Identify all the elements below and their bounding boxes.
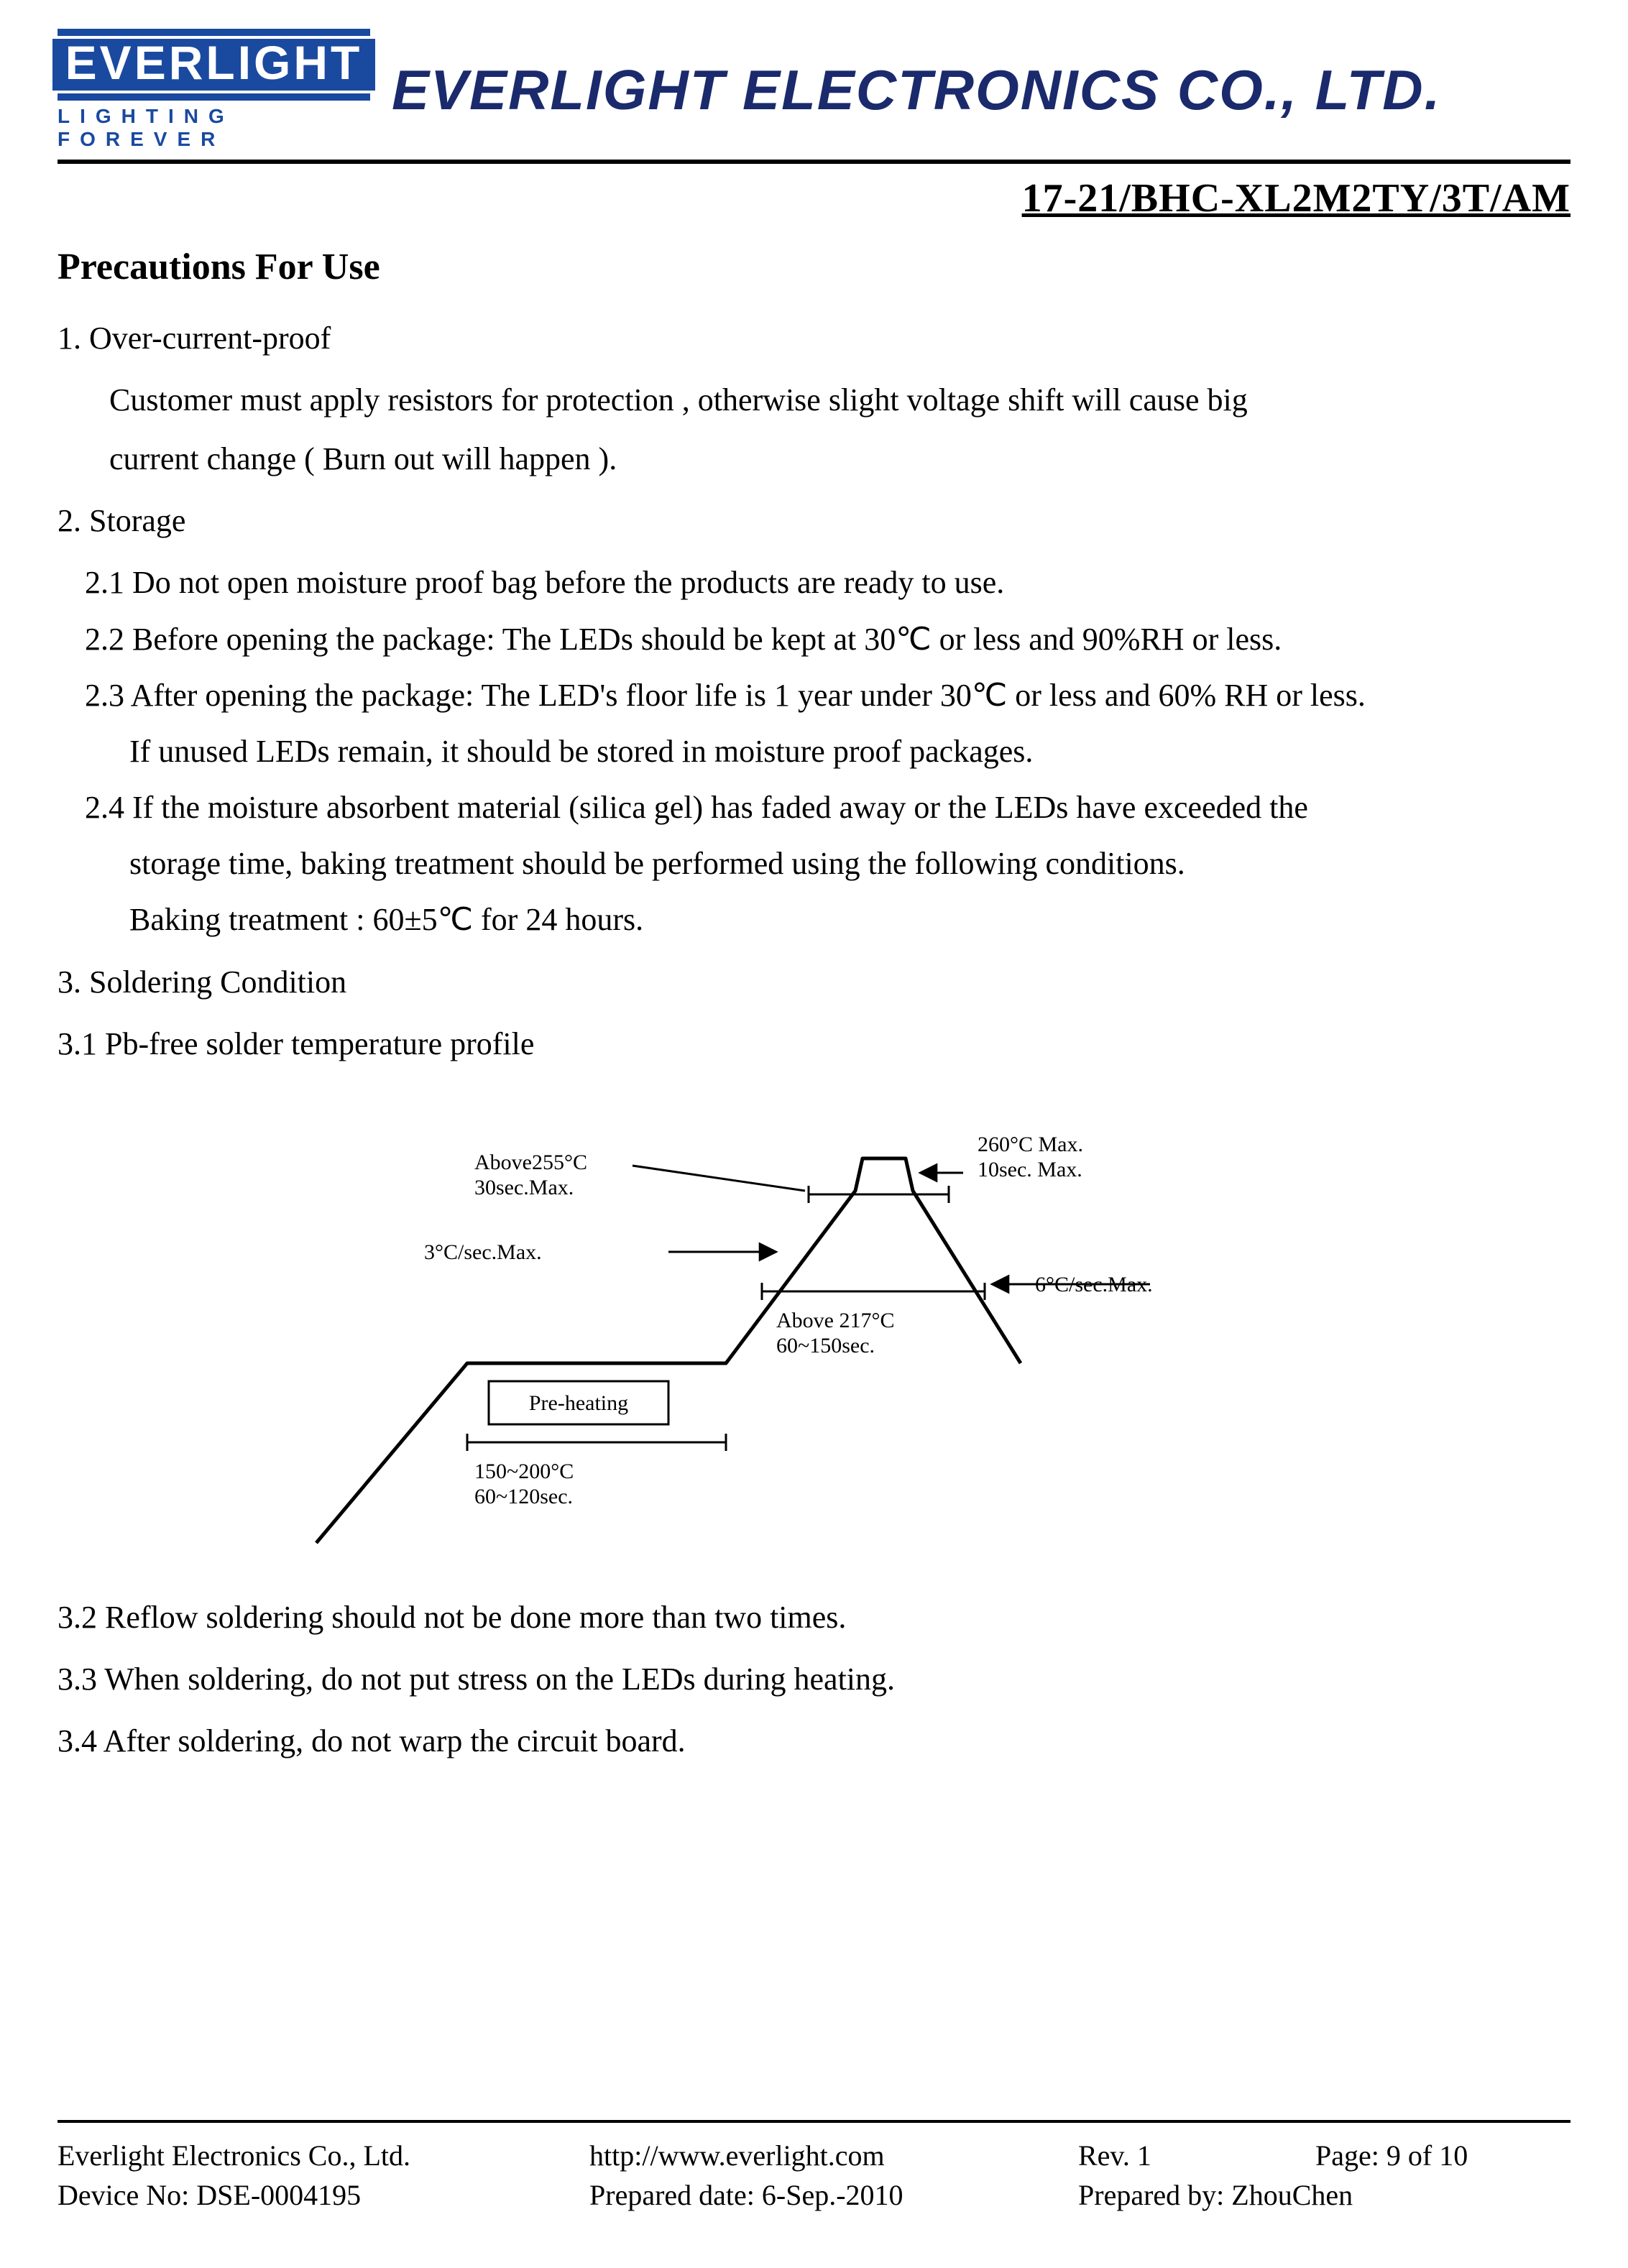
svg-text:60~150sec.: 60~150sec. — [776, 1334, 875, 1357]
footer-page: Page: 9 of 10 — [1315, 2139, 1570, 2172]
page-header: EVERLIGHT LIGHTING FOREVER EVERLIGHT ELE… — [58, 29, 1570, 151]
svg-text:Above 217°C: Above 217°C — [776, 1309, 895, 1332]
svg-text:10sec. Max.: 10sec. Max. — [978, 1158, 1082, 1181]
content: Precautions For Use 1. Over-current-proo… — [58, 239, 1570, 1766]
svg-text:60~120sec.: 60~120sec. — [474, 1485, 573, 1508]
item-2-4b: storage time, baking treatment should be… — [129, 839, 1570, 888]
logo-block: EVERLIGHT LIGHTING FOREVER — [58, 29, 370, 151]
footer-prepared-by: Prepared by: ZhouChen — [1078, 2178, 1570, 2212]
item-3-4: 3.4 After soldering, do not warp the cir… — [58, 1717, 1570, 1766]
header-rule — [58, 160, 1570, 164]
footer-row-2: Device No: DSE-0004195 Prepared date: 6-… — [58, 2178, 1570, 2212]
svg-text:3°C/sec.Max.: 3°C/sec.Max. — [424, 1240, 542, 1264]
svg-text:Above255°C: Above255°C — [474, 1151, 587, 1174]
item-2-head: 2. Storage — [58, 497, 1570, 545]
solder-profile-diagram: Pre-heating Above255°C30sec.Max. 3°C/sec.M… — [259, 1097, 1208, 1572]
svg-text:260°C Max.: 260°C Max. — [978, 1133, 1083, 1156]
svg-text:150~200°C: 150~200°C — [474, 1460, 574, 1483]
footer-rev: Rev. 1 — [1078, 2139, 1315, 2172]
page-footer: Everlight Electronics Co., Ltd. http://w… — [58, 2120, 1570, 2218]
item-2-3a: 2.3 After opening the package: The LED's… — [85, 671, 1570, 720]
item-3-1: 3.1 Pb-free solder temperature profile — [58, 1020, 1570, 1069]
solder-profile-svg: Pre-heating Above255°C30sec.Max. 3°C/sec.M… — [259, 1097, 1208, 1572]
part-number: 17-21/BHC-XL2M2TY/3T/AM — [58, 175, 1570, 221]
footer-company: Everlight Electronics Co., Ltd. — [58, 2139, 589, 2172]
item-2-4c: Baking treatment : 60±5℃ for 24 hours. — [129, 895, 1570, 944]
item-2-3b: If unused LEDs remain, it should be stor… — [129, 727, 1570, 776]
item-2-1: 2.1 Do not open moisture proof bag befor… — [85, 558, 1570, 607]
svg-text:6°C/sec.Max.: 6°C/sec.Max. — [1035, 1273, 1153, 1296]
company-name: EVERLIGHT ELECTRONICS CO., LTD. — [392, 57, 1441, 123]
svg-text:30sec.Max.: 30sec.Max. — [474, 1176, 574, 1199]
item-3-2: 3.2 Reflow soldering should not be done … — [58, 1593, 1570, 1642]
item-3-3: 3.3 When soldering, do not put stress on… — [58, 1655, 1570, 1704]
footer-device-no: Device No: DSE-0004195 — [58, 2178, 589, 2212]
svg-text:Pre-heating: Pre-heating — [529, 1391, 628, 1415]
footer-url: http://www.everlight.com — [589, 2139, 1078, 2172]
footer-row-1: Everlight Electronics Co., Ltd. http://w… — [58, 2139, 1570, 2172]
item-1-line-1: Customer must apply resistors for protec… — [109, 376, 1570, 425]
item-1-head: 1. Over-current-proof — [58, 314, 1570, 363]
item-3-head: 3. Soldering Condition — [58, 958, 1570, 1007]
logo-text: EVERLIGHT — [50, 36, 379, 93]
footer-prepared-date: Prepared date: 6-Sep.-2010 — [589, 2178, 1078, 2212]
item-1-line-2: current change ( Burn out will happen ). — [109, 435, 1570, 484]
section-title: Precautions For Use — [58, 239, 1570, 297]
datasheet-page: EVERLIGHT LIGHTING FOREVER EVERLIGHT ELE… — [0, 0, 1628, 2268]
item-2-2: 2.2 Before opening the package: The LEDs… — [85, 615, 1570, 664]
logo-icon: EVERLIGHT — [58, 29, 370, 101]
item-2-4a: 2.4 If the moisture absorbent material (… — [85, 783, 1570, 832]
footer-rule — [58, 2120, 1570, 2123]
logo-tagline: LIGHTING FOREVER — [58, 105, 370, 151]
